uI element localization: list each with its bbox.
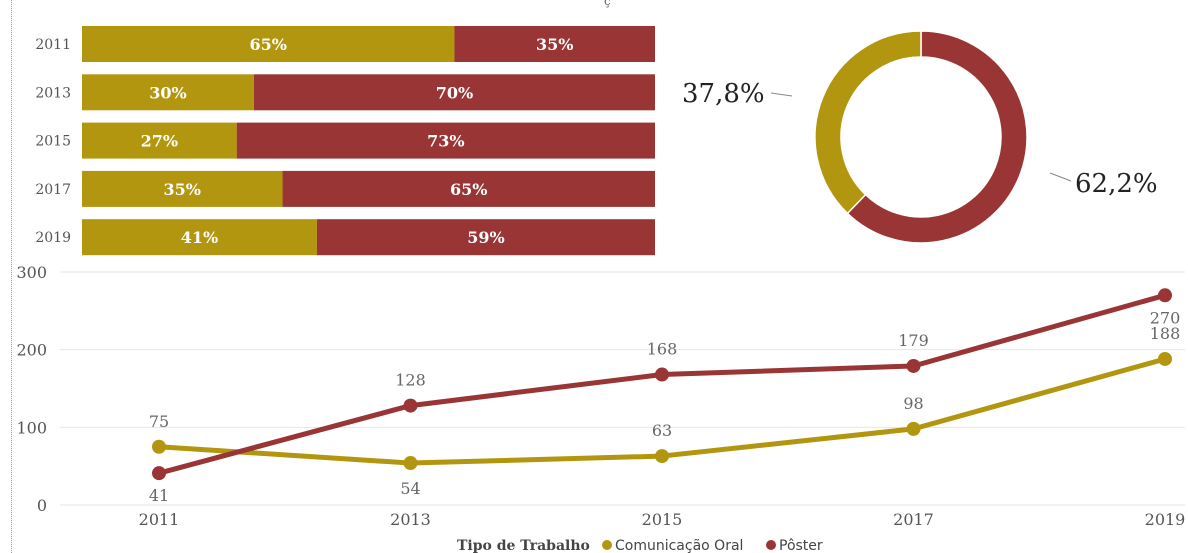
legend-label-poster: Pôster (779, 538, 823, 553)
line-point (403, 398, 418, 413)
line-point (403, 456, 418, 471)
x-tick-label: 2015 (642, 510, 683, 529)
stacked-bar-chart: 2011 65% 35% 2013 30% 70% 2015 27% 73% 2017 35% 65%… (35, 26, 655, 256)
donut-label-oral: 37,8% (682, 79, 765, 109)
y-tick-label: 0 (37, 496, 47, 515)
line-data-label: 128 (395, 371, 426, 390)
donut-leader-line (1049, 172, 1072, 182)
y-tick-label: 200 (16, 341, 47, 360)
line-chart: 0 100 200 300 2011 2013 2015 2017 2019 75 54 63 98 18… (16, 263, 1185, 553)
x-tick-label: 2011 (139, 510, 180, 529)
legend-title: Tipo de Trabalho (457, 538, 590, 553)
bar-segment-poster (236, 122, 655, 159)
bar-data-label: 35% (536, 35, 573, 54)
line-data-label: 75 (149, 412, 169, 431)
line-point (152, 439, 166, 454)
line-series-poster (156, 292, 1168, 476)
legend-swatch-oral (602, 540, 612, 550)
bar-segment-poster (253, 74, 655, 111)
bar-segment-poster (282, 170, 655, 207)
bar-segment-oral (82, 74, 254, 111)
line-point (906, 358, 921, 373)
line-data-label: 270 (1150, 308, 1181, 327)
line-data-label: 41 (149, 486, 169, 505)
line-data-label: 168 (647, 340, 678, 359)
bar-data-label: 41% (181, 228, 218, 247)
x-tick-label: 2017 (893, 510, 934, 529)
bar-data-label: 65% (450, 180, 487, 199)
x-tick-label: 2019 (1145, 510, 1186, 529)
donut-slice-oral (814, 30, 922, 215)
bar-data-label: 73% (427, 132, 464, 151)
line-data-label: 179 (898, 331, 929, 350)
line-data-label: 188 (1150, 324, 1181, 343)
bar-category-label: 2011 (35, 37, 71, 53)
bar-segment-poster (316, 219, 655, 256)
line-point (1158, 351, 1172, 366)
line-point (655, 449, 669, 464)
legend-swatch-poster (766, 540, 776, 550)
line-data-label: 63 (652, 421, 672, 440)
line-data-label: 54 (400, 479, 420, 498)
legend-label-oral: Comunicação Oral (615, 538, 743, 553)
x-tick-label: 2013 (390, 510, 431, 529)
bar-data-label: 59% (467, 228, 504, 247)
line-point (152, 466, 166, 481)
bar-category-label: 2019 (35, 230, 71, 246)
donut-label-poster: 62,2% (1075, 169, 1158, 199)
clipped-title-fragment: ç (604, 0, 611, 8)
donut-leader-line (770, 92, 793, 97)
bar-segment-oral (82, 26, 455, 62)
bar-data-label: 30% (149, 83, 186, 102)
line-point (1158, 288, 1172, 303)
bar-data-label: 35% (164, 180, 201, 199)
bar-data-label: 27% (141, 132, 178, 151)
bar-data-label: 65% (249, 35, 286, 54)
bar-data-label: 70% (436, 83, 473, 102)
bar-category-label: 2013 (35, 85, 71, 101)
bar-category-label: 2017 (35, 182, 71, 198)
bar-segment-oral (82, 170, 283, 207)
panel-border (11, 0, 12, 553)
line-point (906, 421, 921, 436)
donut-chart: 37,8% 62,2% (682, 30, 1158, 244)
y-tick-label: 300 (16, 263, 47, 282)
legend: Tipo de Trabalho Comunicação Oral Pôster (457, 538, 823, 553)
y-tick-label: 100 (16, 418, 47, 437)
bar-category-label: 2015 (35, 134, 71, 150)
line-point (655, 367, 669, 382)
bar-segment-oral (82, 219, 317, 256)
bar-segment-oral (82, 122, 237, 159)
line-data-label: 98 (903, 394, 923, 413)
donut-slice-poster (846, 30, 1028, 244)
bar-segment-poster (454, 26, 655, 62)
